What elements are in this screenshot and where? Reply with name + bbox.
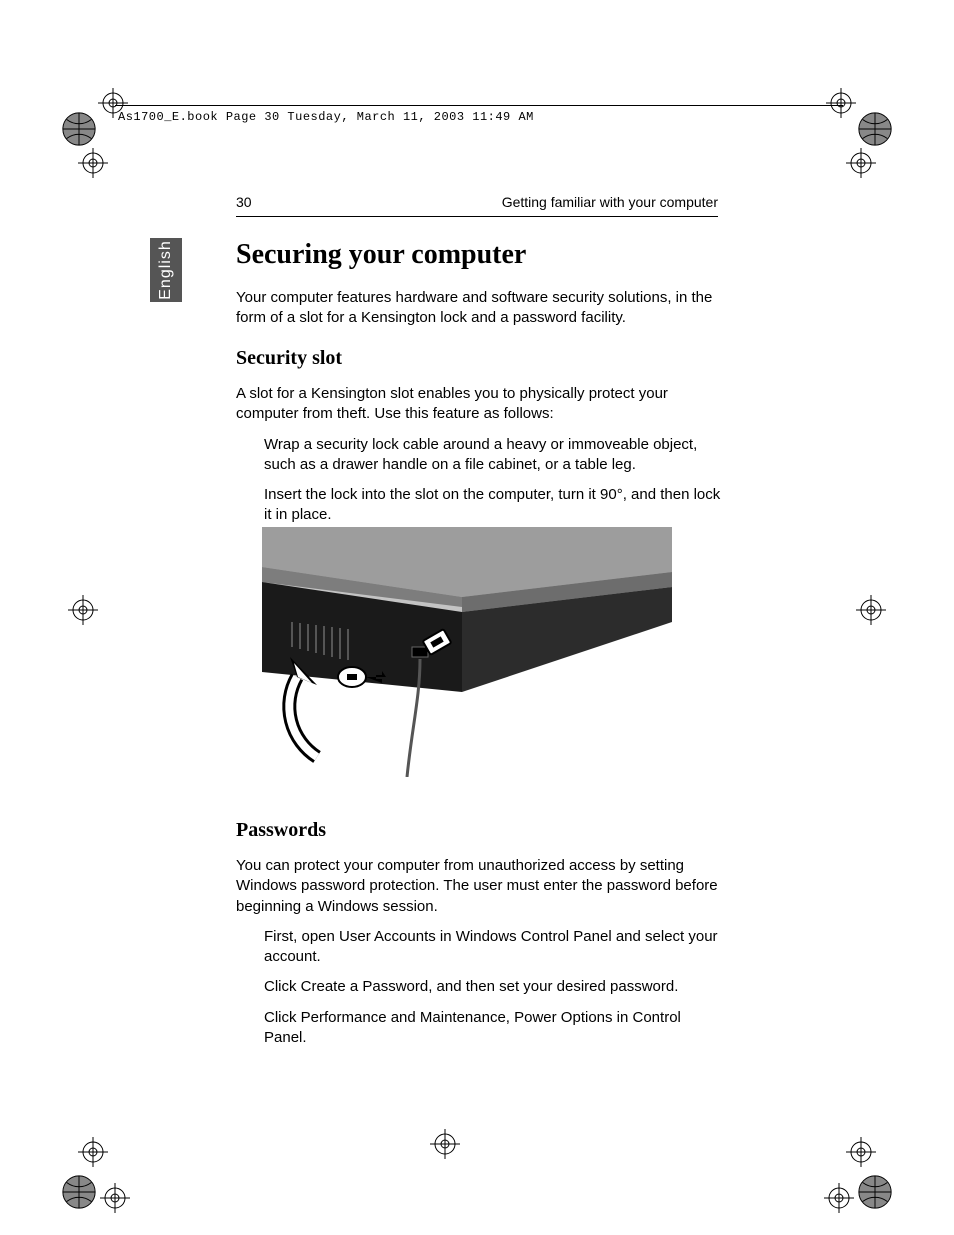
laptop-lock-illustration (262, 527, 672, 777)
passwords-step-1: First, open User Accounts in Windows Con… (264, 927, 721, 968)
security-slot-step-2: Insert the lock into the slot on the com… (264, 485, 721, 526)
passwords-paragraph: You can protect your computer from unaut… (236, 856, 721, 917)
language-tab: English (150, 238, 182, 302)
section-security-slot: Security slot A slot for a Kensington sl… (236, 345, 721, 536)
section-title-block: Securing your computer Your computer fea… (236, 236, 721, 338)
running-head: Getting familiar with your computer (502, 194, 718, 210)
crop-mark-right (856, 595, 886, 625)
page: As1700_E.book Page 30 Tuesday, March 11,… (0, 0, 954, 1235)
crop-mark-bottom-center (430, 1129, 460, 1159)
header-rule (236, 216, 718, 217)
section-passwords: Passwords You can protect your computer … (236, 817, 721, 1058)
page-title: Securing your computer (236, 236, 721, 274)
security-slot-step-1: Wrap a security lock cable around a heav… (264, 435, 721, 476)
language-tab-label: English (157, 240, 175, 299)
crop-line-top (115, 105, 843, 106)
passwords-heading: Passwords (236, 817, 721, 844)
intro-paragraph: Your computer features hardware and soft… (236, 288, 721, 329)
passwords-step-2: Click Create a Password, and then set yo… (264, 977, 721, 997)
security-slot-paragraph: A slot for a Kensington slot enables you… (236, 384, 721, 425)
crop-mark-left (68, 595, 98, 625)
page-number: 30 (236, 194, 252, 210)
book-stamp: As1700_E.book Page 30 Tuesday, March 11,… (118, 110, 534, 124)
passwords-step-3: Click Performance and Maintenance, Power… (264, 1008, 721, 1049)
security-slot-heading: Security slot (236, 345, 721, 372)
